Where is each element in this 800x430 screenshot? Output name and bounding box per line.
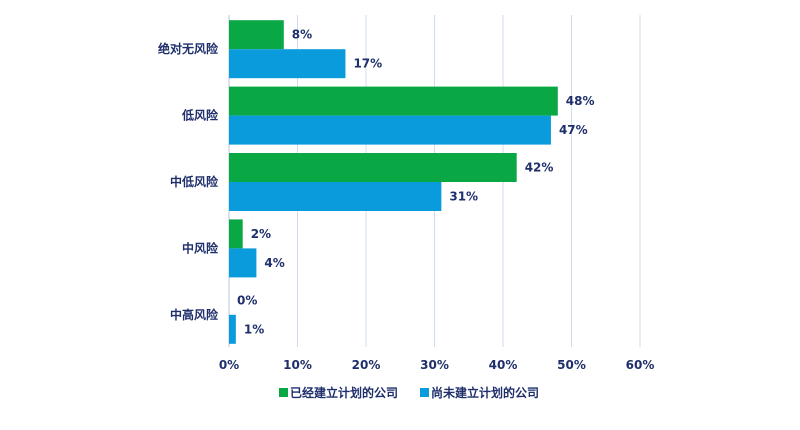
x-axis-ticks: 0% 10% 20% 30% 40% 50% 60% [219, 358, 655, 372]
data-label: 1% [244, 322, 264, 336]
legend-label: 已经建立计划的公司 [290, 385, 398, 400]
data-label: 8% [292, 28, 312, 42]
category-label: 低风险 [181, 108, 219, 123]
legend-swatch [279, 388, 288, 397]
bar-not-established [229, 248, 257, 278]
bar-established [229, 20, 284, 50]
x-tick-label: 10% [283, 358, 312, 372]
x-tick-label: 40% [489, 358, 518, 372]
legend: 已经建立计划的公司 尚未建立计划的公司 [279, 385, 539, 400]
bar-not-established [229, 49, 346, 79]
data-label: 42% [525, 161, 554, 175]
bar-not-established [229, 115, 551, 145]
data-label: 47% [559, 123, 588, 137]
bar-not-established [229, 182, 442, 211]
data-label: 0% [237, 293, 257, 307]
x-tick-label: 0% [219, 358, 239, 372]
x-tick-label: 60% [626, 358, 655, 372]
data-label: 17% [353, 57, 382, 71]
x-tick-label: 50% [557, 358, 586, 372]
bar-established [229, 219, 243, 249]
category-label: 中风险 [182, 240, 219, 255]
x-tick-label: 30% [420, 358, 449, 372]
data-label: 4% [264, 256, 284, 270]
category-label: 中低风险 [170, 174, 219, 189]
bar-established [229, 86, 558, 116]
x-tick-label: 20% [352, 358, 381, 372]
legend-label: 尚未建立计划的公司 [431, 385, 539, 400]
data-label: 2% [251, 227, 271, 241]
bar-established [229, 153, 517, 182]
bars [229, 20, 558, 344]
category-label: 绝对无风险 [158, 41, 219, 56]
data-labels: 8% 17% 48% 47% 42% 31% 2% 4% 0% 1% [237, 28, 595, 337]
legend-swatch [420, 388, 429, 397]
bar-not-established [229, 314, 236, 344]
data-label: 31% [449, 190, 478, 204]
data-label: 48% [566, 94, 595, 108]
category-label: 中高风险 [170, 307, 219, 322]
